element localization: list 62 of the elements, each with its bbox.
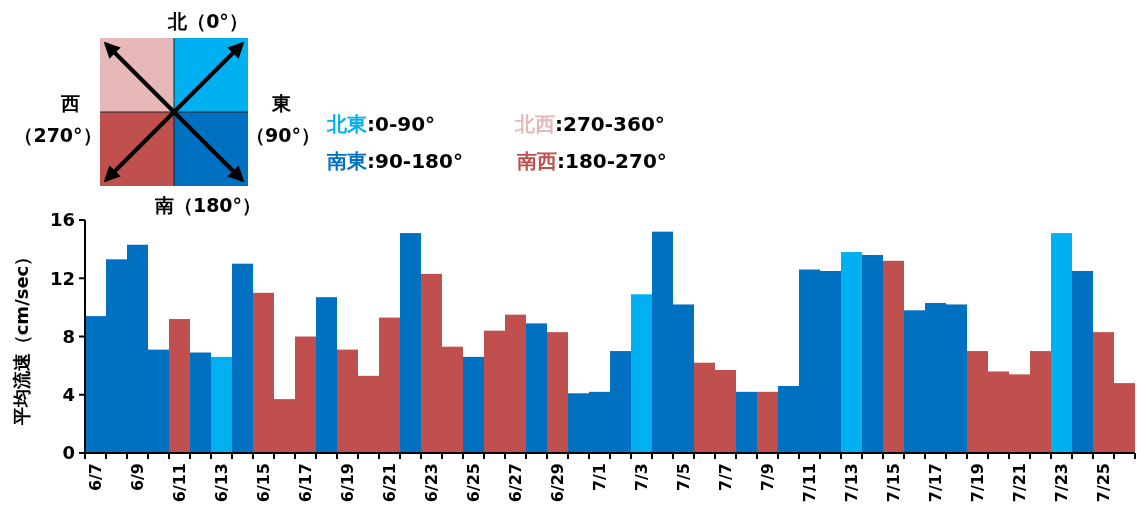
bar — [190, 352, 211, 453]
text: （270°） — [14, 124, 102, 146]
x-tick-label: 6/11 — [170, 463, 190, 503]
x-tick-label: 6/27 — [506, 463, 526, 503]
bar — [232, 263, 253, 453]
x-tick-label: 7/5 — [674, 463, 694, 492]
x-tick-label: 6/13 — [212, 463, 232, 503]
bar — [841, 252, 862, 453]
bar — [1072, 270, 1093, 453]
bar — [757, 391, 778, 453]
bar — [211, 356, 232, 453]
x-tick-label: 7/1 — [590, 463, 610, 492]
text: 西 — [59, 92, 80, 114]
x-tick-label: 6/23 — [422, 463, 442, 503]
x-tick-label: 6/19 — [338, 463, 358, 503]
text: :0-90° — [367, 112, 436, 136]
x-tick-label: 6/17 — [296, 463, 316, 503]
bar — [400, 233, 421, 453]
text: （90°） — [246, 124, 320, 146]
bar — [862, 254, 883, 453]
y-tick-label: 12 — [49, 267, 75, 289]
y-tick-label: 0 — [62, 442, 75, 464]
x-tick-label: 6/21 — [380, 463, 400, 503]
bar — [883, 260, 904, 453]
x-tick-label: 7/15 — [884, 463, 904, 503]
x-tick-label: 7/19 — [968, 463, 988, 503]
x-tick-label: 7/9 — [758, 463, 778, 492]
x-tick-label: 7/21 — [1010, 463, 1030, 503]
text: :90-180° — [367, 149, 463, 173]
x-tick-label: 7/3 — [632, 463, 652, 492]
y-axis-title: 平均流速（cm/sec） — [11, 247, 32, 427]
bar — [736, 391, 757, 453]
x-tick-label: 7/13 — [842, 463, 862, 503]
bar — [1051, 233, 1072, 453]
x-tick-label: 6/9 — [128, 463, 148, 492]
x-tick-label: 6/15 — [254, 463, 274, 503]
x-tick-label: 7/25 — [1094, 463, 1114, 503]
bar — [316, 297, 337, 453]
x-tick-label: 7/7 — [716, 463, 736, 492]
bar — [547, 332, 568, 453]
bar — [526, 323, 547, 453]
text: 東 — [270, 92, 292, 114]
text: :180-270° — [557, 149, 667, 173]
y-tick-label: 4 — [62, 384, 75, 406]
text: 南（180°） — [153, 194, 262, 216]
x-tick-label: 7/17 — [926, 463, 946, 503]
x-tick-label: 6/29 — [548, 463, 568, 503]
x-tick-label: 6/7 — [86, 463, 106, 492]
text: 南西 — [516, 149, 557, 173]
text: 北（0°） — [167, 10, 248, 32]
bar — [169, 319, 190, 453]
y-tick-label: 8 — [62, 325, 75, 347]
y-tick-label: 16 — [49, 209, 75, 231]
x-tick-label: 7/23 — [1052, 463, 1072, 503]
bar — [631, 294, 652, 453]
bar — [463, 356, 484, 453]
x-tick-label: 7/11 — [800, 463, 820, 503]
text: 北東 — [326, 112, 367, 136]
text: 南東 — [326, 149, 367, 173]
legend-label: 北西 — [514, 112, 555, 136]
text: :270-360° — [555, 112, 665, 136]
x-tick-label: 6/25 — [464, 463, 484, 503]
